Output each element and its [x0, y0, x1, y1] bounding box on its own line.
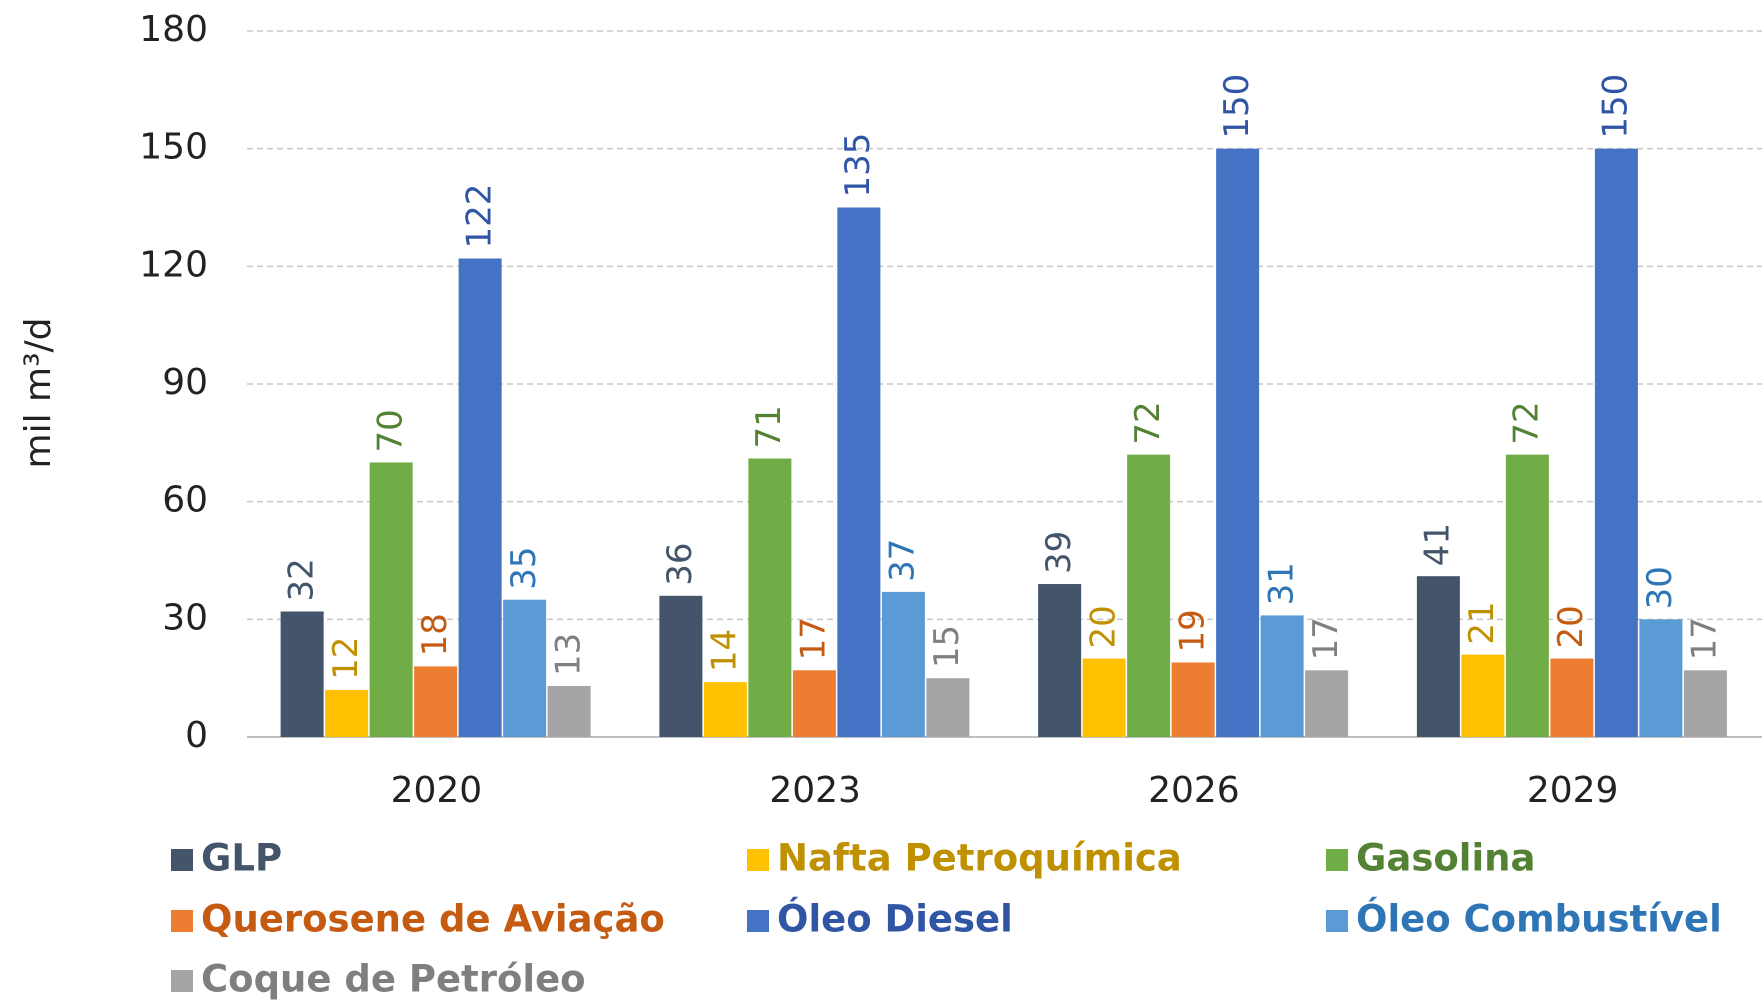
value-label: 18	[415, 613, 455, 656]
x-tick-label: 2020	[391, 770, 483, 811]
value-label: 17	[1306, 617, 1346, 660]
value-label: 12	[326, 637, 366, 680]
value-label: 31	[1261, 562, 1301, 605]
legend-swatch	[171, 849, 193, 871]
bar	[748, 458, 792, 737]
y-tick-label: 90	[162, 362, 208, 403]
bar	[1683, 670, 1727, 737]
y-tick-label: 60	[162, 480, 208, 521]
value-label: 17	[794, 617, 834, 660]
bar	[458, 258, 502, 737]
legend-label: Óleo Diesel	[777, 897, 1013, 941]
bar	[369, 462, 413, 737]
legend-label: Querosene de Aviação	[201, 898, 665, 941]
value-label: 32	[281, 558, 321, 601]
bar	[1594, 148, 1638, 737]
y-tick-label: 150	[139, 127, 208, 168]
bar	[1171, 662, 1215, 737]
bar	[1461, 654, 1505, 737]
value-label: 13	[548, 633, 588, 676]
value-label: 39	[1039, 531, 1079, 574]
bar	[703, 682, 747, 737]
bar	[1550, 658, 1594, 737]
value-label: 19	[1172, 609, 1212, 652]
bar	[1216, 148, 1260, 737]
value-label: 21	[1462, 601, 1502, 644]
y-tick-label: 0	[185, 715, 208, 756]
legend-label: Coque de Petróleo	[201, 958, 586, 1001]
legend-swatch	[171, 910, 193, 932]
value-label: 150	[1217, 74, 1257, 139]
bar	[503, 599, 547, 737]
value-label: 17	[1685, 617, 1725, 660]
bar	[414, 666, 458, 737]
legend-label: Gasolina	[1356, 837, 1535, 880]
value-label: 71	[749, 405, 789, 448]
x-tick-label: 2023	[769, 770, 861, 811]
legend-label: Óleo Combustível	[1356, 897, 1722, 941]
y-axis-label: mil m³/d	[18, 318, 59, 469]
bar	[1305, 670, 1349, 737]
legend-label: Nafta Petroquímica	[777, 837, 1182, 880]
bar	[1505, 454, 1549, 737]
bar	[926, 678, 970, 737]
y-tick-label: 120	[139, 244, 208, 285]
bar	[547, 686, 591, 737]
y-tick-label: 30	[162, 597, 208, 638]
bar	[792, 670, 836, 737]
bar	[1416, 576, 1460, 737]
value-label: 35	[504, 546, 544, 589]
bar	[1260, 615, 1304, 737]
legend-label: GLP	[201, 837, 282, 880]
value-label: 150	[1596, 74, 1636, 139]
y-tick-label: 180	[139, 9, 208, 50]
value-label: 70	[370, 409, 410, 452]
legend-swatch	[747, 910, 769, 932]
bar	[280, 611, 324, 737]
bar	[1639, 619, 1683, 737]
bar	[325, 689, 369, 737]
legend-swatch	[1326, 849, 1348, 871]
bar	[1127, 454, 1171, 737]
legend-swatch	[1326, 910, 1348, 932]
bar	[1082, 658, 1126, 737]
value-label: 41	[1418, 523, 1458, 566]
value-label: 135	[838, 133, 878, 198]
legend-swatch	[747, 849, 769, 871]
bar	[1038, 584, 1082, 737]
value-label: 30	[1640, 566, 1680, 609]
value-label: 72	[1507, 401, 1547, 444]
x-tick-label: 2029	[1527, 770, 1619, 811]
value-label: 37	[883, 539, 923, 582]
value-label: 72	[1128, 401, 1168, 444]
value-label: 20	[1551, 605, 1591, 648]
value-label: 20	[1083, 605, 1123, 648]
value-label: 15	[927, 625, 967, 668]
value-label: 122	[459, 184, 499, 249]
x-tick-label: 2026	[1148, 770, 1240, 811]
bar	[837, 207, 881, 737]
bar	[659, 595, 703, 737]
value-label: 36	[660, 543, 700, 586]
bar	[881, 591, 925, 737]
legend-swatch	[171, 970, 193, 992]
value-label: 14	[705, 629, 745, 672]
